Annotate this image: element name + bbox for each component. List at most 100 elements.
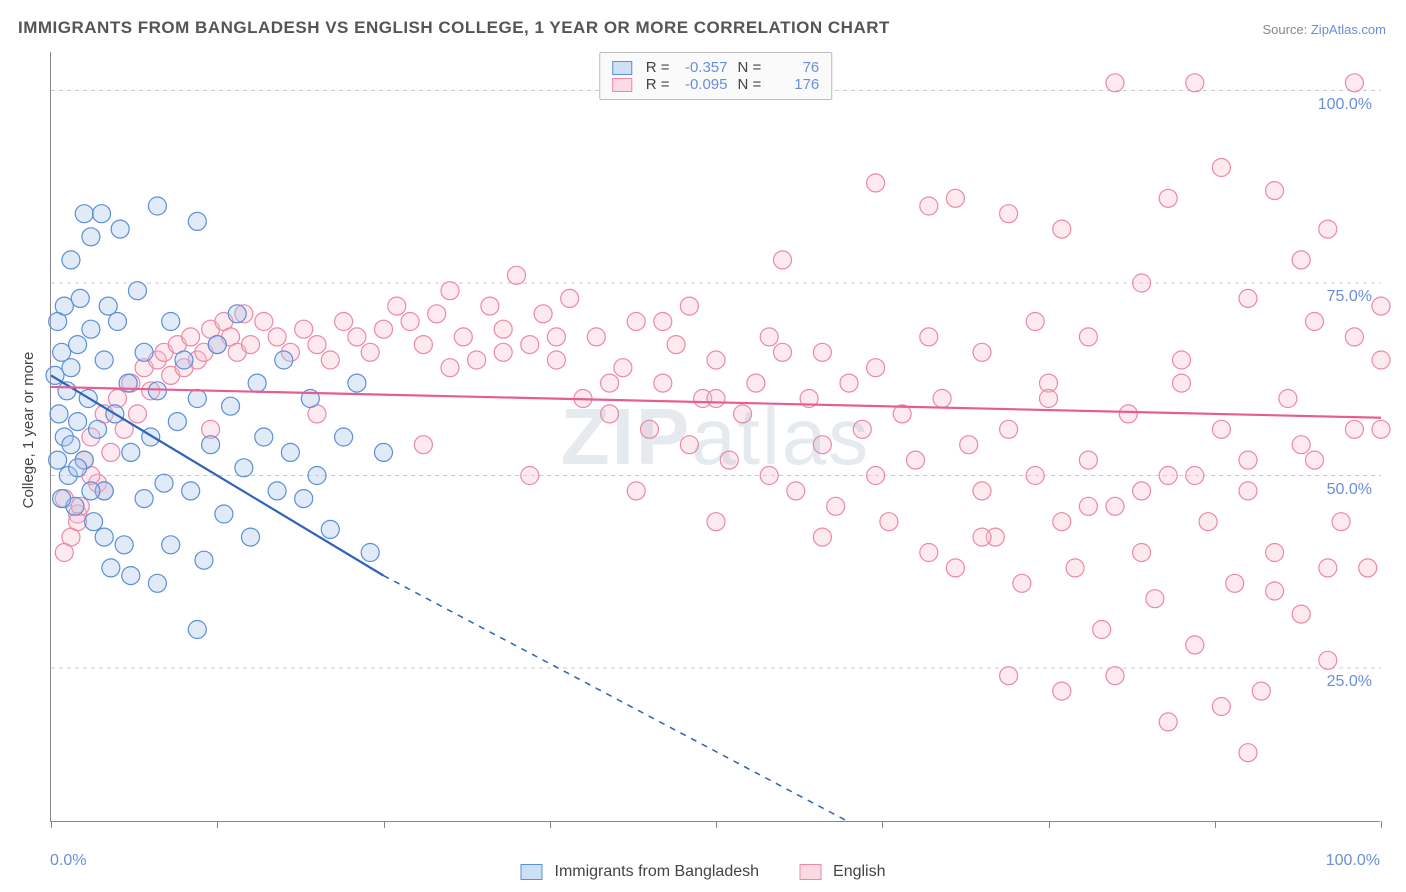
data-point-blue — [148, 197, 166, 215]
legend-label-pink: English — [833, 863, 885, 881]
data-point-pink — [1266, 544, 1284, 562]
data-point-blue — [255, 428, 273, 446]
data-point-pink — [1252, 682, 1270, 700]
data-point-pink — [1013, 574, 1031, 592]
r-label: R = — [646, 59, 670, 76]
data-point-pink — [1066, 559, 1084, 577]
data-point-pink — [1079, 497, 1097, 515]
data-point-blue — [188, 621, 206, 639]
data-point-blue — [71, 289, 89, 307]
data-point-pink — [1186, 636, 1204, 654]
data-point-blue — [148, 382, 166, 400]
data-point-pink — [335, 313, 353, 331]
data-point-pink — [561, 289, 579, 307]
data-point-pink — [268, 328, 286, 346]
data-point-blue — [281, 443, 299, 461]
data-point-pink — [880, 513, 898, 531]
data-point-pink — [654, 313, 672, 331]
x-axis-end-label: 100.0% — [1326, 852, 1380, 870]
swatch-blue-bottom — [520, 864, 542, 880]
data-point-pink — [1345, 328, 1363, 346]
data-point-blue — [89, 420, 107, 438]
x-tick — [1215, 821, 1216, 828]
data-point-pink — [1319, 559, 1337, 577]
data-point-blue — [128, 282, 146, 300]
swatch-blue — [612, 61, 632, 75]
data-point-pink — [1173, 374, 1191, 392]
data-point-pink — [1266, 182, 1284, 200]
legend-label-blue: Immigrants from Bangladesh — [554, 863, 759, 881]
data-point-pink — [920, 544, 938, 562]
data-point-blue — [82, 482, 100, 500]
data-point-pink — [907, 451, 925, 469]
data-point-pink — [401, 313, 419, 331]
data-point-pink — [547, 328, 565, 346]
data-point-pink — [840, 374, 858, 392]
data-point-pink — [1053, 682, 1071, 700]
data-point-blue — [135, 490, 153, 508]
n-value-blue: 76 — [771, 59, 819, 76]
data-point-pink — [933, 390, 951, 408]
swatch-pink — [612, 78, 632, 92]
data-point-pink — [1093, 621, 1111, 639]
data-point-pink — [707, 513, 725, 531]
data-point-blue — [222, 397, 240, 415]
y-axis-label: College, 1 year or more — [20, 352, 37, 509]
r-value-pink: -0.095 — [680, 76, 728, 93]
data-point-pink — [680, 297, 698, 315]
legend-item-blue: Immigrants from Bangladesh — [520, 863, 759, 881]
data-point-pink — [867, 467, 885, 485]
data-point-pink — [321, 351, 339, 369]
data-point-blue — [275, 351, 293, 369]
data-point-pink — [454, 328, 472, 346]
data-point-pink — [614, 359, 632, 377]
x-tick — [217, 821, 218, 828]
data-point-blue — [53, 490, 71, 508]
data-point-pink — [787, 482, 805, 500]
data-point-pink — [827, 497, 845, 515]
data-point-blue — [188, 212, 206, 230]
data-point-blue — [49, 451, 67, 469]
data-point-blue — [55, 297, 73, 315]
data-point-pink — [128, 405, 146, 423]
data-point-pink — [1000, 205, 1018, 223]
data-point-blue — [162, 313, 180, 331]
data-point-pink — [1186, 467, 1204, 485]
data-point-pink — [468, 351, 486, 369]
data-point-blue — [85, 513, 103, 531]
data-point-blue — [111, 220, 129, 238]
source-link[interactable]: ZipAtlas.com — [1311, 22, 1386, 37]
data-point-pink — [547, 351, 565, 369]
data-point-blue — [375, 443, 393, 461]
data-point-pink — [946, 189, 964, 207]
data-point-blue — [93, 205, 111, 223]
data-point-pink — [760, 328, 778, 346]
data-point-pink — [627, 313, 645, 331]
data-point-blue — [242, 528, 260, 546]
data-point-pink — [1079, 328, 1097, 346]
data-point-blue — [69, 336, 87, 354]
data-point-pink — [774, 251, 792, 269]
data-point-blue — [122, 443, 140, 461]
data-point-pink — [295, 320, 313, 338]
data-point-pink — [102, 443, 120, 461]
data-point-pink — [601, 374, 619, 392]
data-point-pink — [774, 343, 792, 361]
data-point-pink — [601, 405, 619, 423]
y-tick-label: 25.0% — [1327, 673, 1372, 691]
y-tick-label: 75.0% — [1327, 288, 1372, 306]
data-point-pink — [707, 351, 725, 369]
data-point-pink — [734, 405, 752, 423]
data-point-pink — [813, 436, 831, 454]
data-point-pink — [1159, 189, 1177, 207]
data-point-pink — [1212, 420, 1230, 438]
data-point-blue — [215, 505, 233, 523]
x-tick — [1049, 821, 1050, 828]
data-point-blue — [135, 343, 153, 361]
scatter-svg — [51, 52, 1380, 821]
data-point-blue — [115, 536, 133, 554]
data-point-pink — [680, 436, 698, 454]
data-point-pink — [667, 336, 685, 354]
data-point-pink — [1106, 497, 1124, 515]
n-label: N = — [738, 59, 762, 76]
